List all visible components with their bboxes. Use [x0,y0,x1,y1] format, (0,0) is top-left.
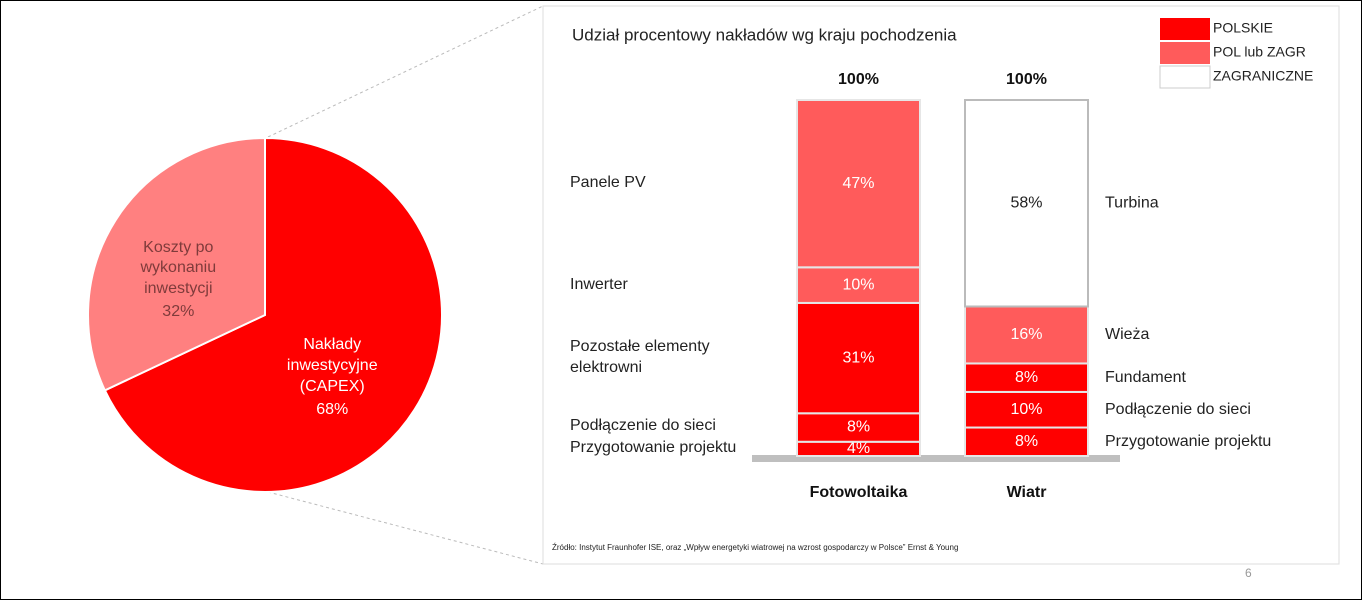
segment-value-label: 47% [842,175,874,192]
legend-swatch [1160,18,1210,40]
segment-value-label: 58% [1010,194,1042,211]
segment-name-box: Pozostałe elementy elektrowni [570,338,710,377]
pie-label: Koszty po wykonaniu inwestycji [140,238,217,298]
segment-value-label: 8% [847,419,870,436]
segment-name-box: Przygotowanie projektu [570,439,737,457]
segment-value-label: 8% [1015,369,1038,386]
bar-segment [796,99,921,269]
segment-name: Przygotowanie projektu [1105,433,1271,450]
segment-name: Panele PV [570,174,646,192]
chart-panel [542,5,1340,565]
pie-value-label: 68% [316,401,348,418]
segment-name-box: Inwerter [570,275,628,293]
legend-label: POLSKIE [1213,20,1273,36]
bar-segment [964,305,1089,365]
bar-segment [964,426,1089,457]
pie-value-label: 32% [162,303,194,320]
pie-slice [103,136,443,493]
bar-segment [796,301,921,415]
bar-segment [796,266,921,304]
segment-name-box: Podłączenie do sieci [570,417,716,435]
segment-name: Podłączenie do sieci [570,417,716,435]
legend-swatch [1160,42,1210,64]
total-label: 100% [1006,71,1047,88]
segment-name: Przygotowanie projektu [570,439,737,457]
bar-segment [964,99,1089,308]
baseline [752,455,1120,462]
legend-label: ZAGRANICZNE [1213,68,1313,84]
bar-segment [964,362,1089,393]
segment-value-label: 31% [842,349,874,366]
chart-title: Udział procentowy nakładów wg kraju poch… [572,25,957,44]
legend-swatch [1159,65,1211,89]
segment-value-label: 10% [842,276,874,293]
segment-name: Inwerter [570,275,628,293]
legend-label: POL lub ZAGR [1213,44,1306,60]
segment-name: Podłączenie do sieci [1105,401,1251,418]
zoom-line [267,5,544,138]
source-note: Źródło: Instytut Fraunhofer ISE, oraz „W… [552,543,958,552]
total-label: 100% [838,71,879,88]
category-label: Fotowoltaika [810,484,908,501]
segment-name: Fundament [1105,369,1186,386]
segment-name-box: Panele PV [570,174,646,192]
segment-name: Wieża [1105,326,1150,343]
bar-segment [964,390,1089,429]
pie-slice [87,136,266,392]
zoom-line [267,491,544,565]
pie-label-box: Nakłady inwestycyjne (CAPEX) [286,336,378,395]
segment-value-label: 8% [1015,433,1038,450]
segment-value-label: 4% [847,440,870,457]
pie-label-box: Koszty po wykonaniu inwestycji [140,238,217,298]
segment-value-label: 10% [1010,401,1042,418]
segment-value-label: 16% [1010,326,1042,343]
segment-name: Pozostałe elementy elektrowni [570,338,710,377]
segment-name: Turbina [1105,194,1159,211]
category-label: Wiatr [1007,484,1047,501]
bar-segment [796,412,921,443]
page-number: 6 [1245,566,1252,580]
pie-label: Nakłady inwestycyjne (CAPEX) [286,336,378,395]
